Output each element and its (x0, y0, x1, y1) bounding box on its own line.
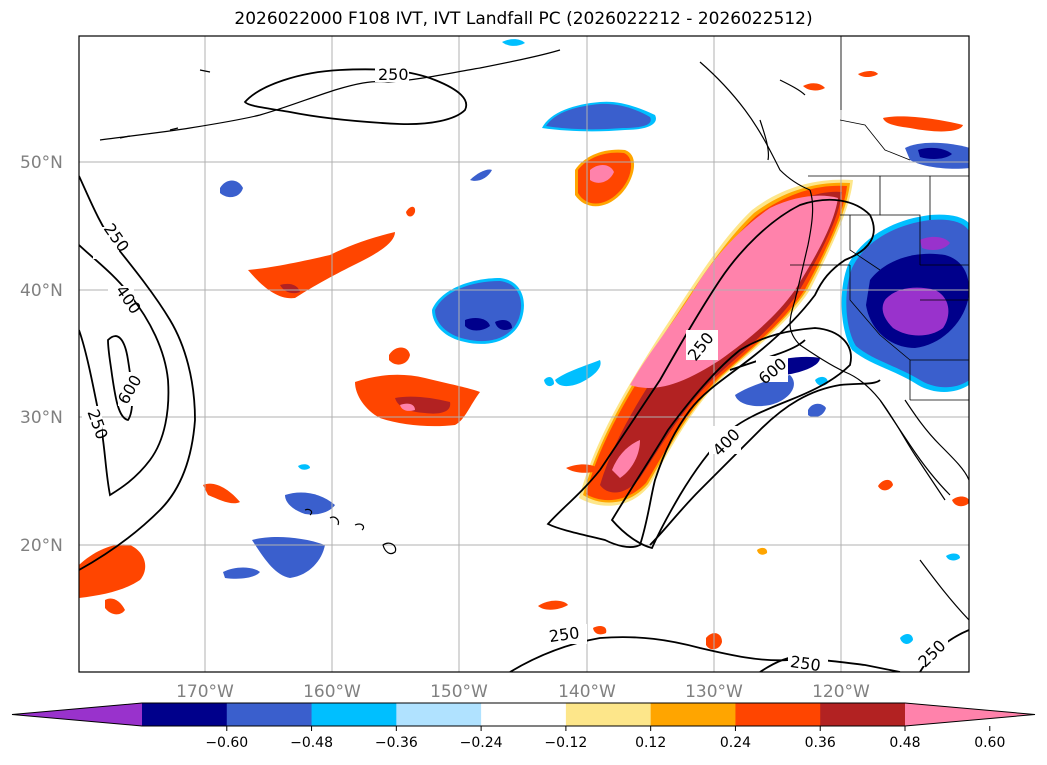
purple-region-nevada-2 (920, 236, 950, 251)
colorbar-segment (735, 703, 821, 726)
orange-spot-6 (858, 71, 878, 77)
orange-band-160w (248, 232, 395, 299)
colorbar-outline (11, 702, 1036, 727)
ar-plume-pink-2 (612, 440, 640, 478)
blue-region-150w-dark (465, 318, 490, 331)
lon-label: 120°W (812, 682, 870, 702)
blue-region-125w (735, 375, 794, 407)
blue-spot-150w-north (470, 169, 492, 181)
blue-region-165w-south (252, 537, 325, 578)
lat-label: 40°N (20, 281, 63, 301)
colorbar-extend-min (12, 703, 142, 726)
lon-label: 150°W (430, 682, 488, 702)
orange-band-160w-dark (280, 283, 300, 294)
colorbar-tick-label: −0.12 (544, 735, 587, 751)
colorbar-tick-label: 0.60 (974, 735, 1005, 751)
orange-spot-155w-north (389, 347, 410, 365)
colorbar-tick-label: 0.24 (720, 735, 751, 751)
map-area (79, 36, 969, 672)
blue-spot-168w (220, 180, 243, 198)
lon-label: 160°W (303, 682, 361, 702)
orange-region-180w-2 (105, 598, 125, 615)
lon-label: 170°W (176, 682, 234, 702)
lat-label: 50°N (20, 153, 63, 173)
colorbar-segment (565, 703, 652, 726)
political-borders (790, 36, 969, 401)
blue-spot-4 (298, 464, 310, 470)
colorbar-segment (311, 703, 397, 726)
contour-label: 250 (378, 65, 409, 84)
pink-region-155w (400, 403, 415, 411)
longitude-labels: 170°W 160°W 150°W 140°W 130°W 120°W (176, 682, 870, 702)
lon-label: 140°W (558, 682, 616, 702)
blue-region-165w (285, 492, 335, 515)
orange-spot-7 (878, 479, 893, 491)
blue-spot-2 (946, 553, 960, 561)
orange-spot-4 (593, 625, 607, 635)
pink-region-140w (590, 164, 614, 183)
blue-region-bc-dark (918, 147, 952, 159)
latitude-labels: 50°N 40°N 30°N 20°N (20, 153, 63, 556)
blue-region-140w-south (555, 360, 601, 387)
lon-label: 130°W (685, 682, 743, 702)
orange-spot-1 (566, 464, 600, 473)
blue-region-168w-south (223, 567, 260, 579)
colorbar-tick-label: 0.12 (635, 735, 666, 751)
colorbar-tick-label: 0.36 (805, 735, 836, 751)
ar-plume-pink (630, 195, 838, 388)
orange-spot-5 (803, 83, 825, 91)
colorbar: −0.60 −0.48 −0.36 −0.24 −0.12 0.12 0.24 0.36 0.4… (11, 702, 1036, 751)
orange-spot-2 (538, 600, 568, 610)
blue-region-goa-inner (546, 103, 651, 130)
contour-label: 250 (789, 652, 822, 675)
colorbar-extend-max (905, 703, 1035, 726)
colorbar-tick-label: −0.48 (290, 735, 333, 751)
colorbar-segment (226, 703, 313, 726)
map-frame (78, 35, 970, 673)
colorbar-tick-label: −0.24 (460, 735, 503, 751)
orange-spot-8 (952, 496, 969, 507)
map-title: 2026022000 F108 IVT, IVT Landfall PC (20… (234, 9, 813, 29)
blue-spot-147w (502, 39, 525, 46)
colorbar-tick-label: −0.60 (205, 735, 248, 751)
colorbar-segment (142, 703, 228, 726)
blue-spot-122w (808, 403, 826, 418)
orange-spot-9 (757, 547, 768, 555)
colorbar-tick-label: −0.36 (375, 735, 418, 751)
colorbar-segment (396, 703, 482, 726)
lat-label: 30°N (20, 408, 63, 428)
colorbar-segment (820, 703, 906, 726)
orange-spot-157w (406, 206, 416, 217)
blue-spot-3 (544, 376, 554, 387)
orange-region-180w (79, 544, 146, 598)
colorbar-segment (650, 703, 736, 726)
blue-region-150w-dark-2 (495, 320, 512, 330)
contour-label: 250 (548, 623, 581, 646)
colorbar-segment (481, 703, 567, 726)
lat-label: 20°N (20, 536, 63, 556)
orange-region-170w (203, 483, 240, 504)
orange-region-bc (883, 116, 963, 132)
blue-spot-1 (900, 634, 913, 644)
colorbar-tick-label: 0.48 (889, 735, 920, 751)
map-content: 250 250 400 600 250 250 600 400 250 250 … (79, 36, 969, 675)
